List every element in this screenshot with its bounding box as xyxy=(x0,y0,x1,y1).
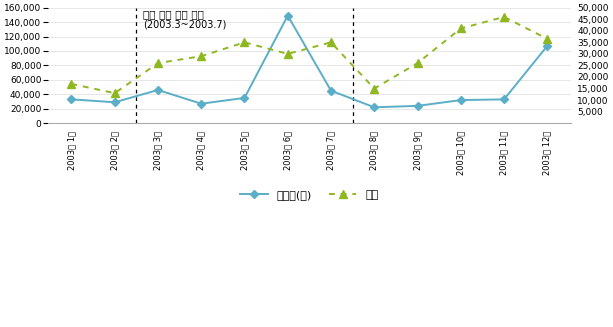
Text: (2003.3~2003.7): (2003.3~2003.7) xyxy=(143,20,226,30)
Legend: 인허가(좌), 분양: 인허가(좌), 분양 xyxy=(235,185,383,204)
Text: 국내 사스 경보 발령: 국내 사스 경보 발령 xyxy=(143,9,204,19)
